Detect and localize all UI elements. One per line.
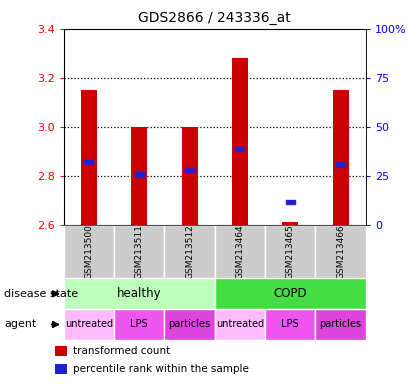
Bar (81, 90, 97, 225)
Bar (64, 225, 114, 278)
Bar (282, 222, 298, 225)
Bar (316, 225, 366, 278)
Bar (131, 127, 147, 225)
Bar (64, 309, 114, 340)
Text: GSM213512: GSM213512 (185, 224, 194, 279)
Bar (215, 309, 265, 340)
Text: LPS: LPS (130, 319, 148, 329)
Bar (215, 225, 265, 278)
Text: untreated: untreated (65, 319, 113, 329)
Text: agent: agent (4, 319, 37, 329)
Text: GSM213465: GSM213465 (286, 224, 295, 279)
Text: LPS: LPS (282, 319, 299, 329)
Bar (55, 364, 67, 374)
Text: disease state: disease state (4, 289, 78, 299)
Bar (332, 90, 349, 225)
Text: particles: particles (320, 319, 362, 329)
Text: COPD: COPD (273, 287, 307, 300)
Bar (114, 225, 164, 278)
Bar (114, 309, 164, 340)
Bar (316, 309, 366, 340)
Bar (286, 200, 295, 204)
Bar (164, 225, 215, 278)
Text: GSM213500: GSM213500 (84, 224, 93, 279)
Bar (164, 309, 215, 340)
Bar (55, 346, 67, 356)
Bar (182, 127, 198, 225)
Text: GSM213466: GSM213466 (336, 224, 345, 279)
Text: particles: particles (169, 319, 210, 329)
Text: GSM213511: GSM213511 (135, 224, 144, 279)
Bar (185, 168, 194, 172)
Bar (265, 225, 316, 278)
Text: transformed count: transformed count (73, 346, 170, 356)
Bar (232, 58, 248, 225)
Bar (336, 162, 345, 167)
Text: untreated: untreated (216, 319, 264, 329)
Text: percentile rank within the sample: percentile rank within the sample (73, 364, 248, 374)
Text: GSM213464: GSM213464 (236, 224, 245, 279)
Bar (64, 278, 215, 309)
Bar (236, 147, 245, 151)
Bar (215, 278, 366, 309)
Bar (135, 172, 144, 177)
Bar (84, 160, 93, 164)
Bar (265, 309, 316, 340)
Title: GDS2866 / 243336_at: GDS2866 / 243336_at (139, 11, 291, 25)
Text: healthy: healthy (117, 287, 162, 300)
